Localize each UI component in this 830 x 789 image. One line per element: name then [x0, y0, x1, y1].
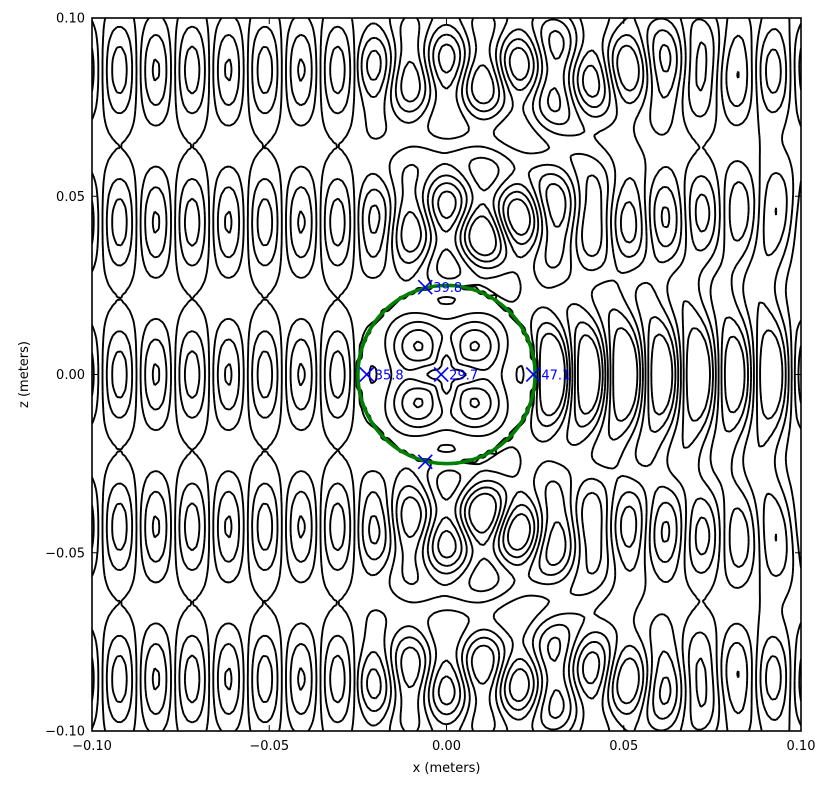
boundary-circle: [356, 283, 537, 466]
y-tick-label: −0.10: [45, 725, 85, 740]
marker-label: 39.8: [433, 281, 462, 296]
axes-layer: −0.10 −0.05 0.00 0.05 0.10 −0.10 −0.05 0.00 0.05…: [45, 12, 815, 755]
x-tick-label: 0.00: [432, 739, 461, 754]
positive-contour: [92, 18, 801, 731]
measurement-marker: [433, 366, 449, 383]
negative-contour: [111, 29, 784, 720]
circle-layer: [356, 283, 537, 466]
y-tick-label: 0.10: [56, 12, 85, 27]
positive-contour: [92, 29, 801, 720]
y-tick-label: −0.05: [45, 546, 85, 561]
x-tick-label: −0.10: [72, 739, 112, 754]
measurement-marker: [417, 279, 433, 295]
contour-lines: [92, 18, 801, 731]
plot-frame: [91, 17, 802, 732]
marker-label: 47.1: [541, 369, 570, 384]
x-axis-label: x (meters): [413, 761, 481, 776]
x-tick-label: 0.10: [787, 739, 816, 754]
marker-label: 29.7: [449, 369, 478, 384]
measurement-marker: [359, 366, 375, 383]
marker-label: 35.8: [375, 369, 404, 384]
measurement-marker: [525, 366, 541, 383]
x-tick-label: 0.05: [609, 739, 638, 754]
negative-contour: [101, 18, 795, 731]
x-tick-label: −0.05: [249, 739, 289, 754]
marker-layer: 39.8 35.8 29.7 47.1: [359, 279, 570, 470]
measurement-marker: [417, 454, 433, 470]
y-axis-label: z (meters): [17, 341, 32, 408]
negative-contour: [105, 18, 788, 731]
y-tick-label: 0.00: [56, 368, 85, 383]
positive-contour: [151, 43, 801, 706]
y-tick-label: 0.05: [56, 190, 85, 205]
